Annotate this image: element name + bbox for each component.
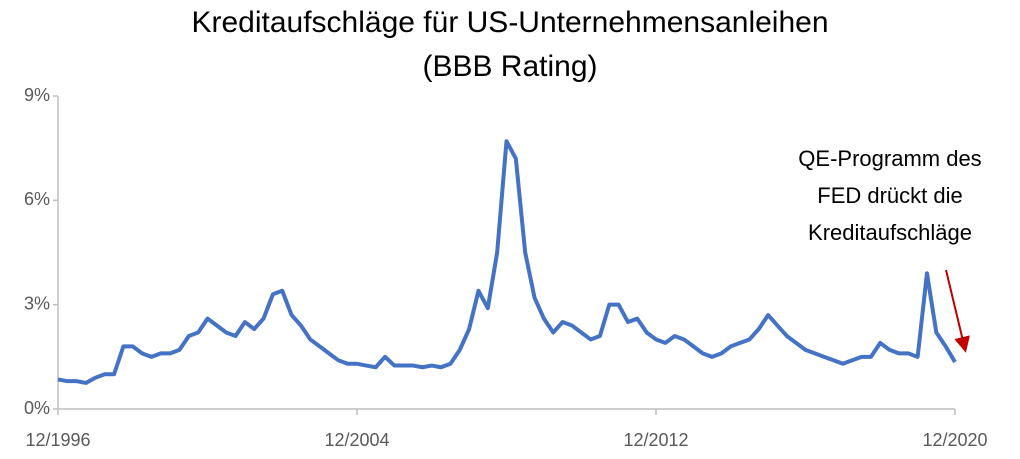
- line: [57, 139, 957, 385]
- y-tick-label: 3%: [24, 293, 50, 313]
- y-tick-label: 9%: [24, 85, 50, 105]
- x-tick-label: 12/2012: [623, 430, 688, 450]
- annotation: QE-Programm des: [798, 146, 981, 171]
- chart-title: Kreditaufschläge für US-Unternehmensanle…: [191, 6, 828, 39]
- x-tick-label: 12/2004: [324, 430, 389, 450]
- x-tick-label: 12/1996: [25, 430, 90, 450]
- annotation: Kreditaufschläge: [808, 220, 972, 245]
- annotation: FED drückt die: [817, 183, 963, 208]
- y-tick-label: 6%: [24, 189, 50, 209]
- y-tick-label: 0%: [24, 398, 50, 418]
- chart-subtitle: (BBB Rating): [422, 50, 597, 83]
- arrow: [945, 269, 970, 353]
- x-tick-label: 12/2020: [922, 430, 987, 450]
